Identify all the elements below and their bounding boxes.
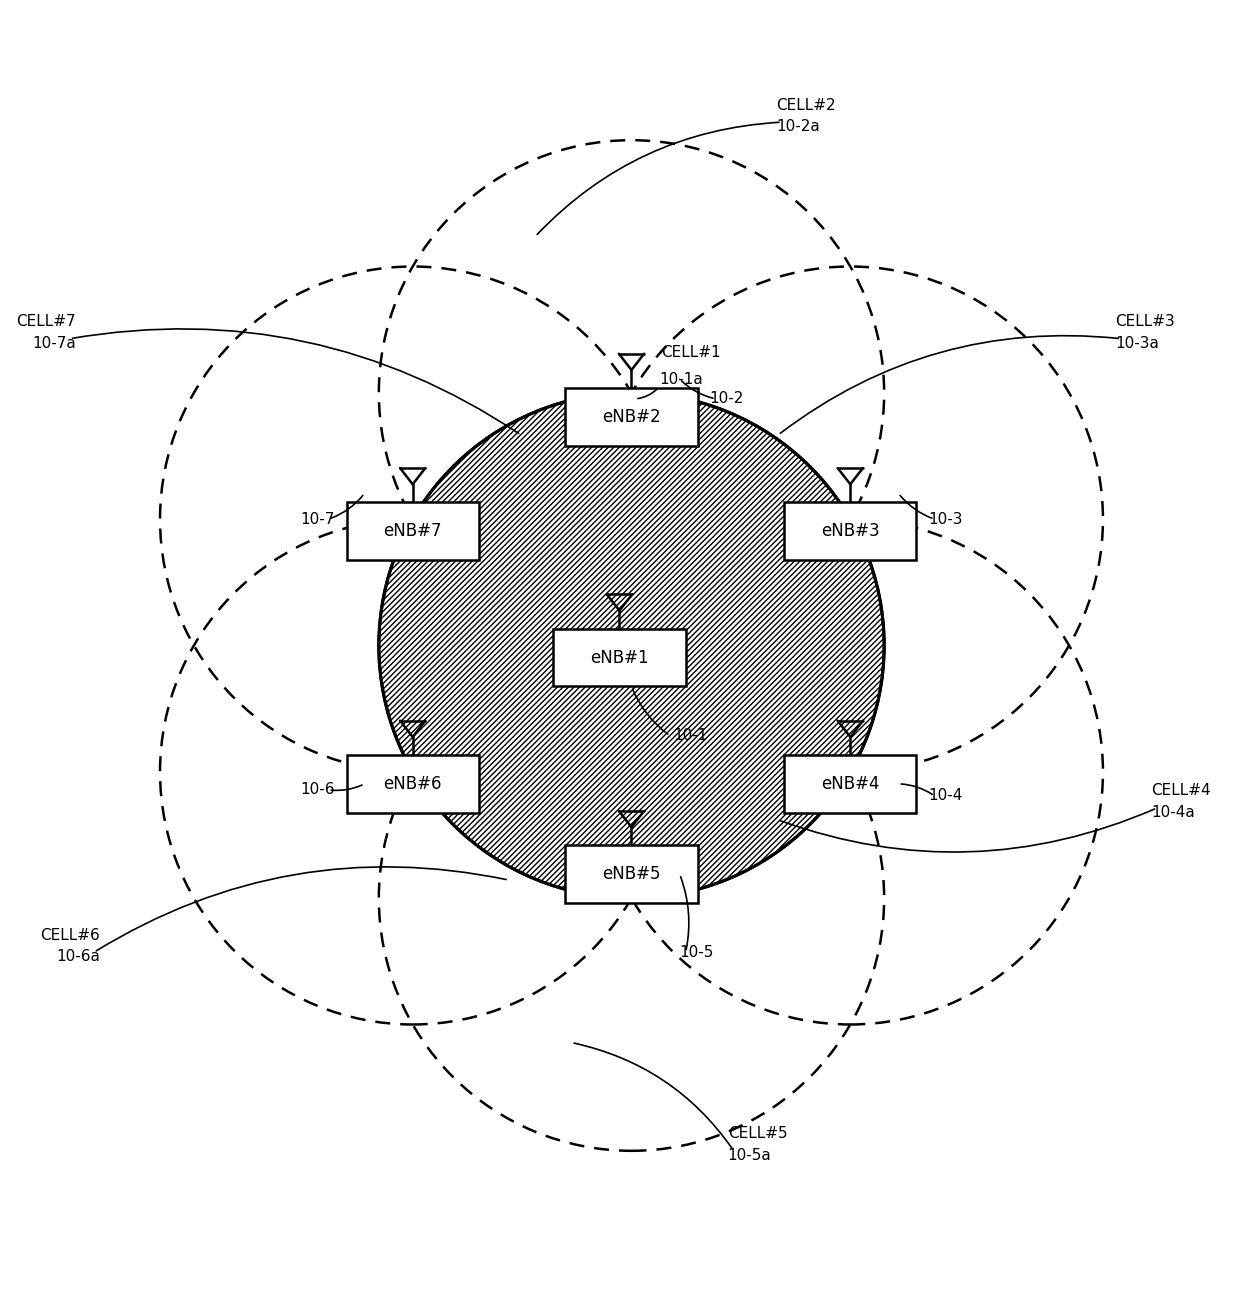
Text: 10-2: 10-2 (709, 391, 744, 407)
Text: 10-3a: 10-3a (1115, 336, 1159, 351)
Text: 10-3: 10-3 (929, 511, 963, 527)
FancyBboxPatch shape (346, 502, 479, 560)
Text: CELL#6: CELL#6 (40, 928, 100, 942)
Text: eNB#5: eNB#5 (603, 865, 661, 883)
Text: eNB#6: eNB#6 (383, 775, 441, 793)
FancyBboxPatch shape (565, 389, 698, 445)
Text: CELL#5: CELL#5 (728, 1126, 787, 1141)
Text: CELL#1: CELL#1 (662, 346, 722, 360)
Text: eNB#1: eNB#1 (590, 648, 649, 666)
Text: eNB#4: eNB#4 (821, 775, 879, 793)
FancyBboxPatch shape (784, 755, 916, 813)
Text: 10-4: 10-4 (929, 789, 963, 803)
Text: 10-7: 10-7 (300, 511, 335, 527)
Text: 10-5: 10-5 (680, 945, 714, 959)
Text: CELL#7: CELL#7 (16, 314, 76, 329)
Text: 10-5a: 10-5a (728, 1148, 771, 1163)
FancyBboxPatch shape (784, 502, 916, 560)
FancyBboxPatch shape (553, 629, 686, 687)
Text: CELL#3: CELL#3 (1115, 314, 1174, 329)
Text: 10-1: 10-1 (673, 728, 708, 744)
Text: 10-6a: 10-6a (56, 949, 100, 964)
Text: CELL#4: CELL#4 (1151, 784, 1210, 798)
Circle shape (379, 392, 884, 899)
Text: eNB#7: eNB#7 (383, 522, 441, 540)
FancyBboxPatch shape (346, 755, 479, 813)
Text: eNB#2: eNB#2 (603, 408, 661, 426)
Text: 10-2a: 10-2a (776, 119, 820, 134)
FancyBboxPatch shape (565, 846, 698, 902)
Text: CELL#2: CELL#2 (776, 98, 836, 112)
Text: 10-1a: 10-1a (660, 372, 703, 387)
Text: 10-4a: 10-4a (1151, 806, 1195, 820)
Text: 10-6: 10-6 (300, 782, 335, 798)
Text: 10-7a: 10-7a (32, 336, 76, 351)
Text: eNB#3: eNB#3 (821, 522, 879, 540)
